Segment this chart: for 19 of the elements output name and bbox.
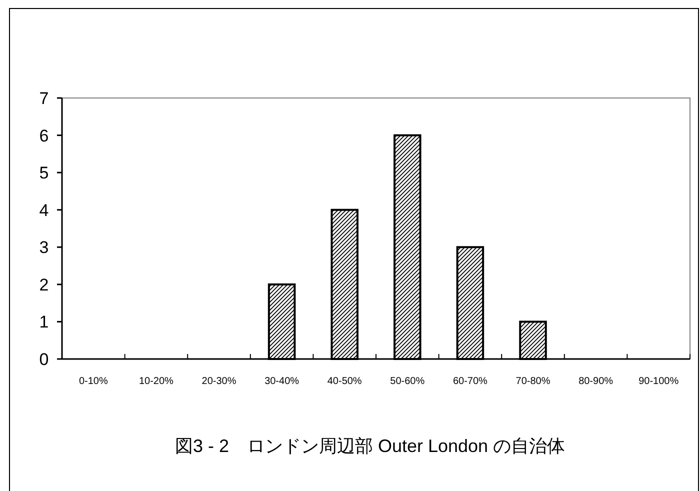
y-tick-label: 3 (39, 238, 49, 258)
text: 図3 - 2 ロンドン周辺部 Outer London の自治体 (174, 436, 566, 456)
x-tick-label: 60-70% (452, 376, 488, 387)
y-tick-label: 0 (39, 350, 49, 369)
x-tick-label: 70-80% (516, 376, 550, 387)
x-tick-label: 30-40% (264, 376, 300, 387)
x-tick-label: 80-90% (578, 376, 614, 387)
x-tick-label: 50-60% (390, 376, 425, 387)
y-tick-label: 4 (39, 200, 49, 220)
x-tick-label: 0-10% (78, 376, 108, 387)
y-tick-label: 7 (39, 89, 49, 108)
x-tick-label: 20-30% (202, 376, 236, 387)
y-tick-label: 1 (39, 312, 49, 332)
y-tick-label: 2 (39, 275, 49, 294)
x-tick-label: 40-50% (327, 376, 362, 387)
x-tick-label: 90-100% (638, 376, 679, 387)
y-tick-label: 6 (39, 126, 49, 146)
y-tick-label: 5 (39, 164, 49, 183)
x-tick-label: 10-20% (138, 376, 174, 387)
